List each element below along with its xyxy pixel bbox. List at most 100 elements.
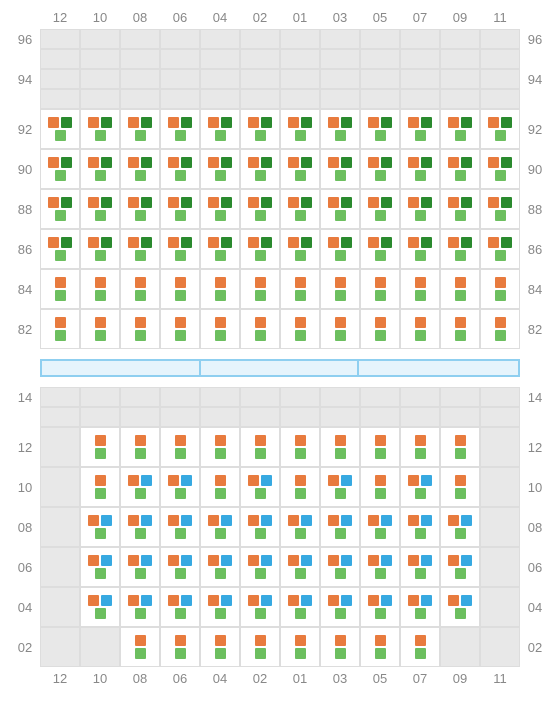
grid-cell[interactable] [400,189,440,229]
grid-cell[interactable] [160,69,200,89]
grid-cell[interactable] [320,89,360,109]
grid-cell[interactable] [200,69,240,89]
grid-cell[interactable] [200,269,240,309]
grid-cell[interactable] [120,309,160,349]
grid-cell[interactable] [440,49,480,69]
grid-cell[interactable] [120,69,160,89]
grid-cell[interactable] [280,49,320,69]
grid-cell[interactable] [240,269,280,309]
grid-cell[interactable] [200,189,240,229]
grid-cell[interactable] [80,229,120,269]
grid-cell[interactable] [360,547,400,587]
grid-cell[interactable] [240,547,280,587]
grid-cell[interactable] [320,407,360,427]
grid-cell[interactable] [480,109,520,149]
grid-cell[interactable] [200,387,240,407]
grid-cell[interactable] [320,49,360,69]
grid-cell[interactable] [440,387,480,407]
grid-cell[interactable] [200,507,240,547]
grid-cell[interactable] [160,89,200,109]
grid-cell[interactable] [480,407,520,427]
grid-cell[interactable] [400,547,440,587]
grid-cell[interactable] [400,69,440,89]
grid-cell[interactable] [440,309,480,349]
grid-cell[interactable] [280,627,320,667]
grid-cell[interactable] [80,269,120,309]
grid-cell[interactable] [120,109,160,149]
grid-cell[interactable] [400,427,440,467]
grid-cell[interactable] [40,627,80,667]
grid-cell[interactable] [40,149,80,189]
grid-cell[interactable] [120,387,160,407]
grid-cell[interactable] [320,229,360,269]
grid-cell[interactable] [280,587,320,627]
grid-cell[interactable] [480,49,520,69]
grid-cell[interactable] [200,627,240,667]
grid-cell[interactable] [200,149,240,189]
grid-cell[interactable] [400,109,440,149]
grid-cell[interactable] [240,69,280,89]
grid-cell[interactable] [320,627,360,667]
grid-cell[interactable] [320,507,360,547]
grid-cell[interactable] [160,407,200,427]
grid-cell[interactable] [240,407,280,427]
grid-cell[interactable] [120,229,160,269]
grid-cell[interactable] [40,69,80,89]
grid-cell[interactable] [360,49,400,69]
grid-cell[interactable] [400,627,440,667]
grid-cell[interactable] [160,269,200,309]
grid-cell[interactable] [200,587,240,627]
grid-cell[interactable] [40,29,80,49]
grid-cell[interactable] [120,269,160,309]
grid-cell[interactable] [200,229,240,269]
grid-cell[interactable] [360,309,400,349]
grid-cell[interactable] [400,149,440,189]
grid-cell[interactable] [200,109,240,149]
grid-cell[interactable] [200,89,240,109]
grid-cell[interactable] [400,507,440,547]
grid-cell[interactable] [40,467,80,507]
grid-cell[interactable] [280,229,320,269]
grid-cell[interactable] [80,507,120,547]
grid-cell[interactable] [360,427,400,467]
grid-cell[interactable] [80,627,120,667]
grid-cell[interactable] [200,49,240,69]
grid-cell[interactable] [120,49,160,69]
grid-cell[interactable] [280,407,320,427]
grid-cell[interactable] [280,29,320,49]
grid-cell[interactable] [400,387,440,407]
grid-cell[interactable] [120,189,160,229]
grid-cell[interactable] [200,467,240,507]
grid-cell[interactable] [120,467,160,507]
grid-cell[interactable] [240,387,280,407]
grid-cell[interactable] [440,69,480,89]
grid-cell[interactable] [160,387,200,407]
grid-cell[interactable] [120,149,160,189]
grid-cell[interactable] [440,189,480,229]
grid-cell[interactable] [40,309,80,349]
grid-cell[interactable] [480,547,520,587]
grid-cell[interactable] [480,69,520,89]
grid-cell[interactable] [400,269,440,309]
grid-cell[interactable] [360,269,400,309]
grid-cell[interactable] [440,109,480,149]
grid-cell[interactable] [160,467,200,507]
grid-cell[interactable] [480,387,520,407]
grid-cell[interactable] [240,89,280,109]
grid-cell[interactable] [280,269,320,309]
grid-cell[interactable] [240,627,280,667]
grid-cell[interactable] [360,69,400,89]
grid-cell[interactable] [400,587,440,627]
grid-cell[interactable] [440,269,480,309]
grid-cell[interactable] [280,149,320,189]
grid-cell[interactable] [360,189,400,229]
grid-cell[interactable] [320,467,360,507]
grid-cell[interactable] [160,149,200,189]
grid-cell[interactable] [40,229,80,269]
grid-cell[interactable] [280,109,320,149]
grid-cell[interactable] [400,89,440,109]
grid-cell[interactable] [360,109,400,149]
grid-cell[interactable] [80,467,120,507]
grid-cell[interactable] [440,547,480,587]
grid-cell[interactable] [280,507,320,547]
